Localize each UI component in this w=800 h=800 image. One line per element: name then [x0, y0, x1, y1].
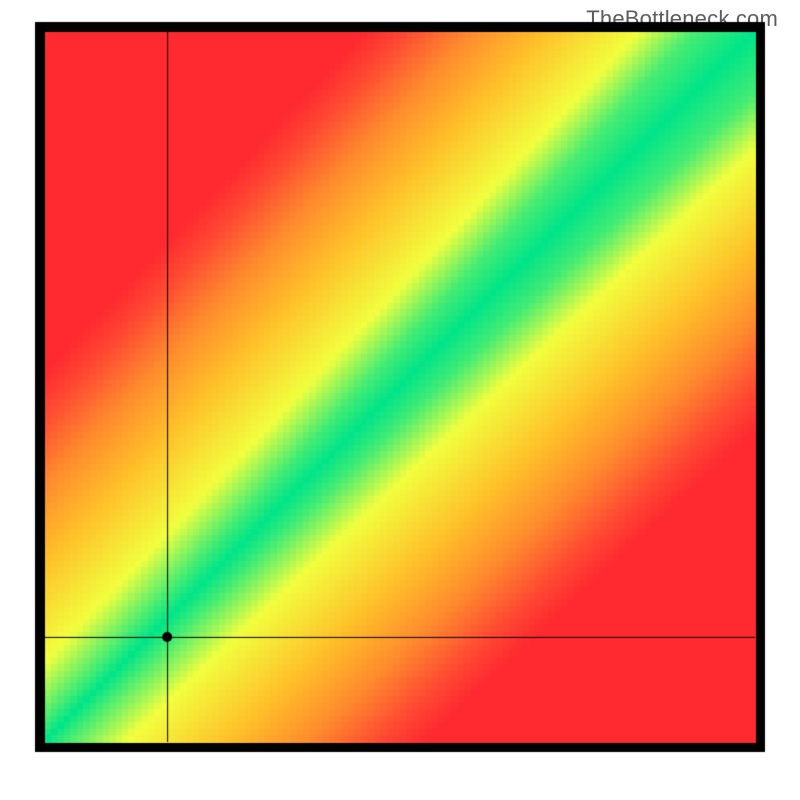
chart-area	[0, 0, 800, 800]
bottleneck-heatmap-canvas	[0, 0, 800, 800]
